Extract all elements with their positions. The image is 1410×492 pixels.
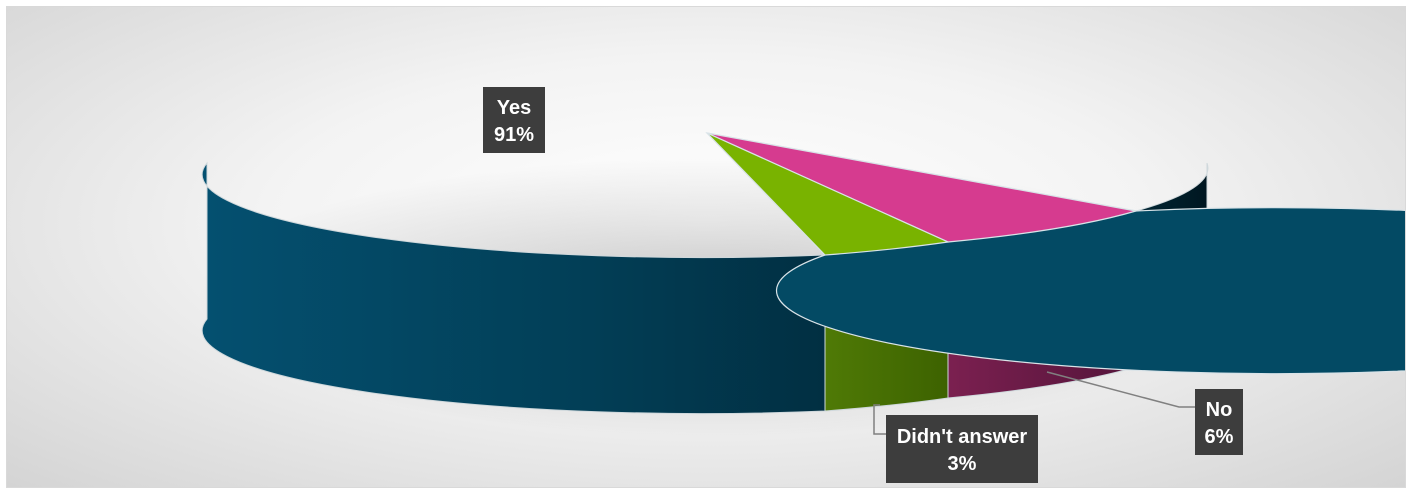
data-label-yes: Yes 91% — [483, 87, 545, 153]
data-label-no-box — [1195, 389, 1243, 455]
leader-line-no — [1046, 371, 1195, 408]
chart-area: Yes 91% Didn't answer 3% No 6% — [6, 6, 1406, 488]
data-label-didnt-answer-name: Didn't answer — [897, 426, 1028, 448]
data-label-no-name: No — [1206, 399, 1233, 421]
pie-chart: Yes 91% Didn't answer 3% No 6% — [195, 87, 1405, 483]
data-label-didnt-answer: Didn't answer 3% — [886, 415, 1038, 483]
pie-slice-didnt-answer — [706, 132, 951, 256]
data-label-yes-name: Yes — [497, 97, 531, 119]
leader-line-didnt-answer — [873, 404, 886, 435]
data-label-didnt-answer-value: 3% — [948, 453, 977, 475]
data-label-yes-box — [483, 87, 545, 153]
data-label-didnt-answer-box — [886, 415, 1038, 483]
data-label-yes-value: 91% — [494, 124, 534, 146]
data-label-no-value: 6% — [1205, 426, 1234, 448]
pie-slice-no — [706, 132, 1137, 243]
data-label-no: No 6% — [1195, 389, 1243, 455]
